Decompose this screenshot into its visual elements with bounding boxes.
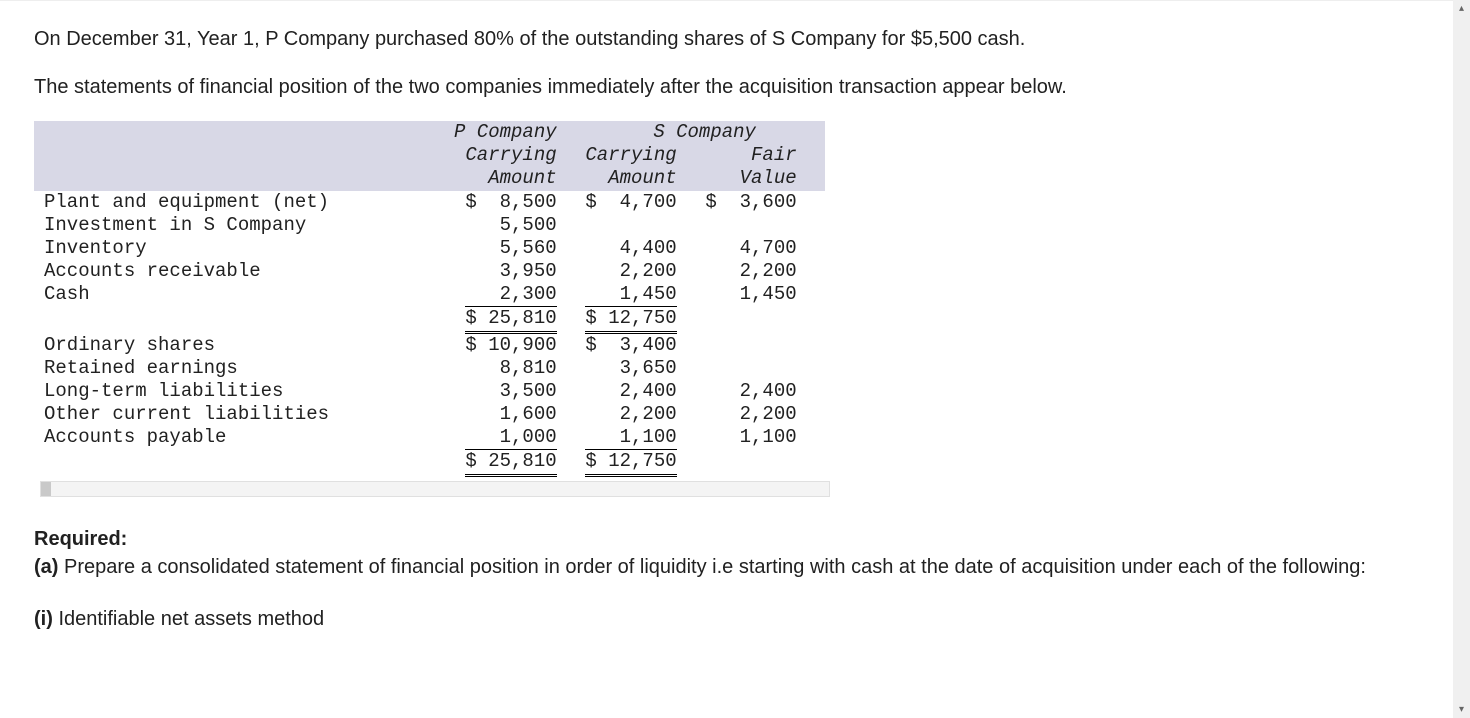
row-p-val: 2,300: [454, 283, 585, 306]
hdr-s-carrying: Carrying: [585, 144, 676, 166]
hdr-s-company: S Company: [653, 121, 756, 143]
intro-paragraph-2: The statements of financial position of …: [34, 73, 1436, 101]
required-a-label: (a): [34, 556, 64, 578]
hdr-s-value: Value: [740, 167, 797, 189]
row-sf-val: [705, 214, 825, 237]
scroll-down-icon[interactable]: ▾: [1453, 701, 1470, 718]
row-sc-val: 4,400: [585, 237, 705, 260]
assets-total-sc: $ 12,750: [585, 306, 676, 333]
row-sf-val: 2,200: [705, 403, 825, 426]
table-header-row-1: P Company S Company: [34, 121, 825, 144]
row-sf-val: 1,100: [705, 426, 825, 449]
row-p-val: $ 10,900: [454, 334, 585, 357]
table-row: Ordinary shares$ 10,900$ 3,400: [34, 334, 825, 357]
row-label: Long-term liabilities: [34, 380, 454, 403]
table-row: Retained earnings8,8103,650: [34, 357, 825, 380]
hdr-p-carrying: Carrying: [465, 144, 556, 166]
row-sc-val: 2,200: [585, 403, 705, 426]
row-sf-val: [705, 334, 825, 357]
row-p-val: 3,950: [454, 260, 585, 283]
required-title: Required:: [34, 528, 127, 550]
financial-position-table: P Company S Company Carrying Carrying Fa…: [34, 121, 825, 477]
row-label: Cash: [34, 283, 454, 306]
financial-table-wrap: P Company S Company Carrying Carrying Fa…: [34, 121, 1436, 497]
row-sf-val: [705, 357, 825, 380]
row-label: Plant and equipment (net): [34, 191, 454, 214]
table-row: Long-term liabilities3,5002,4002,400: [34, 380, 825, 403]
table-row: Investment in S Company5,500: [34, 214, 825, 237]
row-sf-val: 2,200: [705, 260, 825, 283]
row-sc-val: $ 3,400: [585, 334, 705, 357]
intro-paragraph-1: On December 31, Year 1, P Company purcha…: [34, 25, 1436, 53]
row-p-val: 1,000: [454, 426, 585, 449]
required-i-label: (i): [34, 608, 58, 630]
table-row: Accounts receivable3,9502,2002,200: [34, 260, 825, 283]
hdr-p-amount: Amount: [488, 167, 556, 189]
row-label: Ordinary shares: [34, 334, 454, 357]
row-p-val: 1,600: [454, 403, 585, 426]
row-sc-val: [585, 214, 705, 237]
horizontal-scrollbar[interactable]: [40, 481, 830, 497]
hdr-s-amount: Amount: [608, 167, 676, 189]
row-p-val: 5,560: [454, 237, 585, 260]
table-row: Other current liabilities1,6002,2002,200: [34, 403, 825, 426]
row-label: Accounts payable: [34, 426, 454, 449]
table-row: Plant and equipment (net)$ 8,500$ 4,700$…: [34, 191, 825, 214]
vertical-scrollbar[interactable]: ▴ ▾: [1453, 0, 1470, 718]
question-body: On December 31, Year 1, P Company purcha…: [0, 0, 1470, 653]
scroll-up-icon[interactable]: ▴: [1453, 0, 1470, 17]
row-sf-val: $ 3,600: [705, 191, 825, 214]
row-label: Other current liabilities: [34, 403, 454, 426]
table-row: Accounts payable1,0001,1001,100: [34, 426, 825, 449]
row-p-val: 3,500: [454, 380, 585, 403]
row-sf-val: 2,400: [705, 380, 825, 403]
hdr-p-company: P Company: [454, 121, 557, 143]
row-label: Inventory: [34, 237, 454, 260]
assets-total-row: $ 25,810 $ 12,750: [34, 306, 825, 333]
row-sc-val: 1,450: [585, 283, 705, 306]
required-a-text: Prepare a consolidated statement of fina…: [64, 556, 1366, 578]
required-section: Required: (a) Prepare a consolidated sta…: [34, 525, 1436, 633]
row-label: Retained earnings: [34, 357, 454, 380]
equity-total-sc: $ 12,750: [585, 449, 676, 476]
row-sc-val: 2,200: [585, 260, 705, 283]
row-sc-val: $ 4,700: [585, 191, 705, 214]
table-row: Inventory5,5604,4004,700: [34, 237, 825, 260]
row-label: Investment in S Company: [34, 214, 454, 237]
row-sf-val: 4,700: [705, 237, 825, 260]
row-p-val: $ 8,500: [454, 191, 585, 214]
row-p-val: 8,810: [454, 357, 585, 380]
row-sf-val: 1,450: [705, 283, 825, 306]
required-i-text: Identifiable net assets method: [58, 608, 324, 630]
equity-total-row: $ 25,810 $ 12,750: [34, 449, 825, 476]
row-label: Accounts receivable: [34, 260, 454, 283]
row-p-val: 5,500: [454, 214, 585, 237]
table-row: Cash2,3001,4501,450: [34, 283, 825, 306]
table-header-row-2: Carrying Carrying Fair: [34, 144, 825, 167]
horizontal-scrollbar-thumb[interactable]: [41, 482, 51, 496]
equity-total-p: $ 25,810: [465, 449, 556, 476]
table-header-row-3: Amount Amount Value: [34, 167, 825, 190]
assets-total-p: $ 25,810: [465, 306, 556, 333]
hdr-s-fair: Fair: [751, 144, 797, 166]
row-sc-val: 1,100: [585, 426, 705, 449]
row-sc-val: 3,650: [585, 357, 705, 380]
row-sc-val: 2,400: [585, 380, 705, 403]
